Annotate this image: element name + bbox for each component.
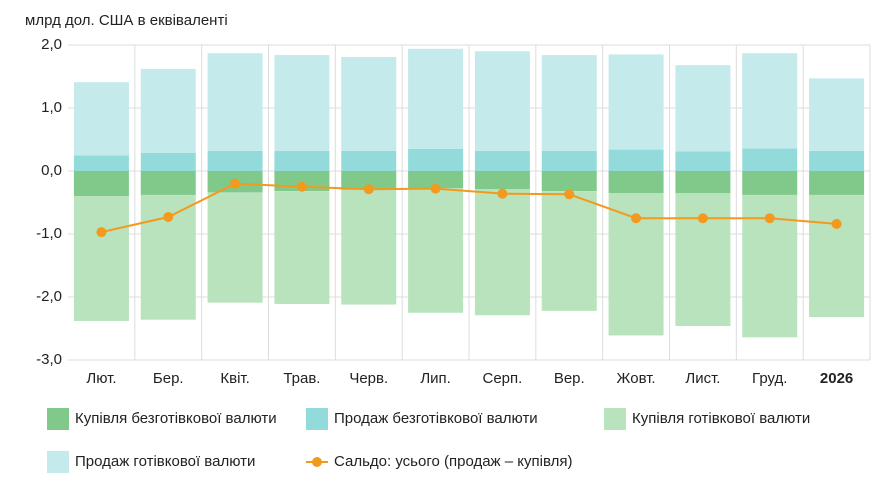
bar [675,151,731,171]
bar [207,150,263,171]
bar [742,171,798,195]
bar [140,68,196,153]
line-point [230,178,241,189]
line-point [163,211,174,222]
bar [474,189,530,316]
y-tick-label: -2,0 [36,288,62,305]
legend-marker [312,457,322,467]
bar [140,171,196,195]
line-point [363,184,374,195]
line-point [296,181,307,192]
bar [140,152,196,171]
bar [809,150,865,171]
bar [341,189,397,305]
x-tick-label: Вер. [554,370,585,387]
y-tick-label: -1,0 [36,225,62,242]
bar [207,192,263,303]
legend-label: Сальдо: усього (продаж – купівля) [334,453,572,470]
bar [742,53,798,149]
bar [73,155,129,171]
y-tick-label: 2,0 [41,36,62,53]
bar [474,150,530,171]
y-tick-label: -3,0 [36,351,62,368]
line-point [564,189,575,200]
bar [207,53,263,151]
bar [408,148,464,171]
bar [73,196,129,321]
unit-label: млрд дол. США в еквіваленті [25,12,228,29]
bar [341,171,397,190]
bar [675,171,731,194]
bar [73,171,129,197]
x-tick-label: Серп. [483,370,523,387]
bar [608,149,664,171]
line [101,182,837,234]
bar [474,51,530,151]
x-tick-label: 2026 [820,370,853,387]
bar [541,150,597,171]
bar [541,191,597,311]
bar [809,78,865,151]
bar [809,194,865,318]
line-point [96,227,107,238]
x-tick-label: Трав. [283,370,320,387]
x-tick-label: Черв. [349,370,388,387]
x-tick-label: Лют. [86,370,116,387]
legend-swatch [47,451,69,473]
legend-swatch [604,408,626,430]
x-tick-label: Квіт. [220,370,249,387]
bar [608,171,664,194]
bar [809,171,865,195]
x-tick-label: Бер. [153,370,184,387]
bar [274,150,330,171]
legend-label: Продаж готівкової валюти [75,453,255,470]
bar [408,188,464,313]
bar [675,193,731,326]
legend-label: Продаж безготівкової валюти [334,410,538,427]
line-point [430,183,441,194]
bar [73,82,129,156]
line-point [831,218,842,229]
bar [608,54,664,150]
bar [474,171,530,190]
x-tick-label: Груд. [752,370,787,387]
line-point [497,188,508,199]
x-tick-label: Лист. [685,370,720,387]
y-tick-label: 1,0 [41,99,62,116]
legend-label: Купівля готівкової валюти [632,410,810,427]
bar [541,171,597,192]
bar [274,191,330,304]
bar [742,148,798,171]
line-point [697,213,708,224]
bar [408,48,464,149]
line-point [764,213,775,224]
y-tick-label: 0,0 [41,162,62,179]
line-point [631,213,642,224]
bar [341,150,397,171]
legend-label: Купівля безготівкової валюти [75,410,277,427]
x-tick-label: Лип. [420,370,451,387]
bar [274,55,330,151]
bar [408,171,464,189]
legend-swatch [306,408,328,430]
legend-swatch [47,408,69,430]
bar [541,55,597,151]
bar [675,65,731,152]
x-tick-label: Жовт. [617,370,656,387]
bar [341,56,397,151]
